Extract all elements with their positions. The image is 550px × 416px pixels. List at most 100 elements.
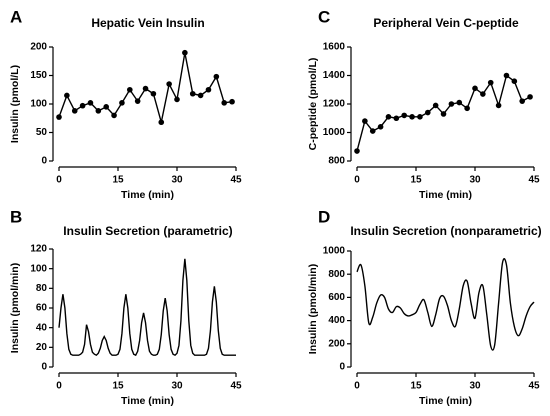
y-tick-label: 40 bbox=[36, 322, 48, 333]
y-tick-label: 600 bbox=[328, 292, 345, 303]
x-tick-label: 45 bbox=[230, 175, 242, 186]
x-tick-label: 45 bbox=[528, 381, 540, 392]
y-axis-label: Insulin (pmol/min) bbox=[307, 264, 319, 354]
y-tick-label: 1600 bbox=[323, 42, 346, 53]
x-tick-label: 0 bbox=[354, 381, 360, 392]
x-tick-label: 30 bbox=[469, 381, 481, 392]
chart-title: Hepatic Vein Insulin bbox=[91, 16, 204, 30]
y-tick-label: 60 bbox=[36, 303, 48, 314]
y-axis-label: Insulin (pmol/L) bbox=[9, 65, 21, 143]
y-axis-label: C-peptide (pmol/L) bbox=[307, 58, 319, 151]
data-line bbox=[58, 258, 236, 357]
x-tick-label: 30 bbox=[171, 381, 183, 392]
x-axis-label: Time (min) bbox=[121, 189, 174, 201]
x-tick-label: 0 bbox=[354, 175, 360, 186]
y-axis-label: Insulin (pmol/min) bbox=[9, 263, 21, 353]
x-axis-label: Time (min) bbox=[419, 189, 472, 201]
y-tick-label: 1400 bbox=[323, 70, 346, 81]
panel-letter: C bbox=[318, 7, 330, 26]
x-tick-label: 0 bbox=[56, 175, 62, 186]
data-point bbox=[511, 78, 518, 84]
data-point bbox=[401, 112, 408, 119]
data-point bbox=[182, 49, 188, 56]
x-tick-label: 30 bbox=[171, 175, 183, 186]
x-tick-label: 30 bbox=[469, 175, 481, 186]
y-tick-label: 120 bbox=[30, 244, 47, 255]
data-point bbox=[174, 96, 180, 103]
panel-letter: B bbox=[10, 207, 22, 226]
panel-letter: A bbox=[10, 7, 22, 26]
y-tick-label: 1000 bbox=[323, 127, 346, 138]
x-tick-label: 15 bbox=[410, 381, 422, 392]
data-point bbox=[480, 91, 486, 97]
panel: D Insulin Secretion (nonparametric) 0 200 40… bbox=[307, 207, 542, 406]
data-point bbox=[425, 109, 431, 116]
x-tick-label: 15 bbox=[112, 175, 124, 186]
chart-title: Insulin Secretion (parametric) bbox=[63, 224, 232, 238]
data-point bbox=[56, 114, 62, 120]
data-point bbox=[111, 112, 117, 119]
data-point bbox=[134, 98, 141, 104]
data-point bbox=[417, 114, 423, 120]
y-tick-label: 80 bbox=[36, 283, 48, 294]
data-point bbox=[503, 72, 510, 79]
data-point bbox=[362, 118, 368, 124]
data-point bbox=[142, 85, 149, 92]
data-point bbox=[519, 98, 525, 104]
y-tick-label: 400 bbox=[328, 315, 345, 326]
data-point bbox=[127, 86, 133, 93]
panel: A Hepatic Vein Insulin 0 50 100 150 200 0 15 30 45… bbox=[9, 7, 242, 200]
y-tick-label: 20 bbox=[36, 342, 48, 353]
data-point bbox=[205, 86, 212, 93]
data-point bbox=[354, 148, 360, 154]
data-point bbox=[495, 102, 502, 109]
data-point bbox=[103, 104, 109, 110]
x-tick-label: 0 bbox=[56, 381, 62, 392]
y-tick-label: 150 bbox=[30, 70, 47, 81]
data-point bbox=[119, 100, 125, 106]
data-point bbox=[393, 115, 400, 122]
y-tick-label: 200 bbox=[30, 42, 47, 53]
data-point bbox=[166, 81, 172, 87]
data-point bbox=[385, 114, 392, 120]
y-tick-label: 800 bbox=[328, 269, 345, 280]
y-tick-label: 100 bbox=[30, 263, 47, 274]
data-point bbox=[369, 128, 376, 134]
x-tick-label: 15 bbox=[410, 175, 422, 186]
data-point bbox=[527, 94, 533, 100]
x-tick-label: 15 bbox=[112, 381, 124, 392]
data-point bbox=[79, 102, 86, 109]
x-axis-label: Time (min) bbox=[419, 395, 472, 407]
data-point bbox=[448, 101, 455, 107]
data-point bbox=[213, 73, 220, 80]
data-point bbox=[464, 105, 470, 112]
y-tick-label: 800 bbox=[328, 156, 345, 167]
x-axis-label: Time (min) bbox=[121, 395, 174, 407]
data-point bbox=[221, 100, 227, 106]
data-line bbox=[356, 258, 535, 351]
y-tick-label: 1000 bbox=[323, 246, 346, 257]
data-point bbox=[472, 85, 478, 92]
x-tick-label: 45 bbox=[230, 381, 242, 392]
data-point bbox=[87, 100, 94, 106]
y-tick-label: 50 bbox=[36, 127, 48, 138]
data-point bbox=[456, 99, 463, 106]
data-point bbox=[432, 102, 439, 109]
data-point bbox=[150, 90, 157, 97]
chart-title: Insulin Secretion (nonparametric) bbox=[350, 224, 541, 238]
panel: C Peripheral Vein C-peptide 800 1000 1200 140… bbox=[307, 7, 540, 200]
data-point bbox=[95, 108, 102, 114]
data-point bbox=[487, 79, 494, 86]
y-tick-label: 0 bbox=[339, 362, 345, 373]
data-point bbox=[189, 90, 196, 97]
data-point bbox=[158, 119, 165, 126]
y-tick-label: 0 bbox=[41, 156, 47, 167]
panel: B Insulin Secretion (parametric) 0 20 40 60 80… bbox=[9, 207, 242, 406]
chart-title: Peripheral Vein C-peptide bbox=[373, 16, 519, 30]
y-tick-label: 100 bbox=[30, 99, 47, 110]
y-tick-label: 0 bbox=[41, 362, 47, 373]
x-tick-label: 45 bbox=[528, 175, 540, 186]
y-tick-label: 200 bbox=[328, 338, 345, 349]
data-point bbox=[197, 92, 204, 99]
